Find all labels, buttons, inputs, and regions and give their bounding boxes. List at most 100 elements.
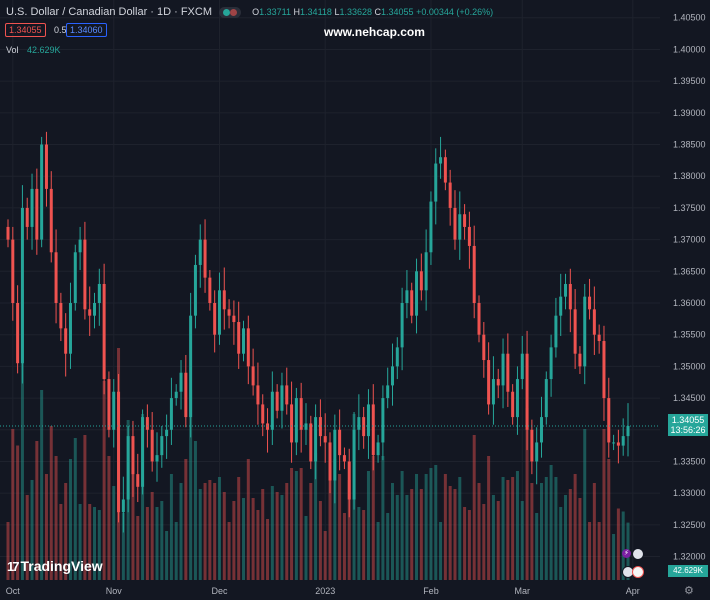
change-readout: +0.00344 (+0.26%) <box>416 7 494 17</box>
candle-body <box>131 436 135 475</box>
candle-body <box>141 417 145 487</box>
volume-bar <box>280 495 284 580</box>
candle-body <box>294 398 298 443</box>
volume-bar <box>121 513 125 580</box>
price-tick-label: 1.35500 <box>673 330 706 340</box>
volume-bar <box>419 489 423 580</box>
candle-body <box>535 442 539 462</box>
candle-body <box>506 353 510 392</box>
volume-bar <box>285 483 289 580</box>
candle-body <box>299 398 303 430</box>
price-tick-label: 1.36000 <box>673 298 706 308</box>
volume-bar <box>539 483 543 580</box>
price-axis[interactable]: 1.40500 1.40000 1.39500 1.39000 1.38500 1.380… <box>673 13 706 562</box>
bid-price-button[interactable]: 1.34055 <box>5 23 46 37</box>
volume-bar <box>251 498 255 580</box>
price-tick-label: 1.39000 <box>673 108 706 118</box>
candle-body <box>30 188 34 227</box>
candle-body <box>544 379 548 418</box>
volume-bar <box>35 441 39 580</box>
price-tick-label: 1.33000 <box>673 488 706 498</box>
volume-bar <box>347 480 351 580</box>
volume-bar <box>405 495 409 580</box>
candle-body <box>371 404 375 456</box>
candle-body <box>11 239 15 303</box>
candles <box>6 131 630 533</box>
volume-bar <box>386 513 390 580</box>
candle-body <box>44 144 48 189</box>
spread-value: 0.5 <box>54 25 67 35</box>
symbol-title[interactable]: U.S. Dollar / Canadian Dollar · 1D · FXC… <box>6 6 213 18</box>
volume-bar <box>544 477 548 580</box>
volume-bar <box>266 519 270 580</box>
candle-body <box>578 353 582 367</box>
volume-bar <box>621 511 625 580</box>
ca-flag-icon[interactable] <box>632 566 644 578</box>
volume-bar <box>472 435 476 580</box>
candle-body <box>621 436 625 446</box>
volume-bar <box>616 508 620 580</box>
candle-body <box>198 239 202 265</box>
candle-body <box>246 328 250 367</box>
volume-bar <box>318 501 322 580</box>
candle-body <box>597 334 601 342</box>
volume-bar <box>568 489 572 580</box>
candle-body <box>588 296 592 310</box>
volume-bar <box>304 516 308 580</box>
volume-bar <box>40 390 44 580</box>
price-tick-label: 1.32500 <box>673 520 706 530</box>
volume-bar <box>338 474 342 580</box>
candle-body <box>78 239 82 253</box>
candle-body <box>602 341 606 399</box>
candle-body <box>314 417 318 462</box>
candle-body <box>400 302 404 348</box>
candle-body <box>491 379 495 405</box>
time-tick-label: Apr <box>626 586 640 596</box>
ask-price-button[interactable]: 1.34060 <box>66 23 107 37</box>
candle-body <box>559 296 563 316</box>
candle-body <box>97 283 101 303</box>
volume-bar <box>189 390 193 580</box>
volume-bar <box>323 531 327 580</box>
last-price-value: 1.34055 <box>671 415 705 425</box>
candle-body <box>68 302 72 354</box>
volume-bar <box>342 513 346 580</box>
market-status-badge[interactable] <box>219 6 242 18</box>
price-tick-label: 1.40500 <box>673 13 706 23</box>
time-axis[interactable]: OctNovDec2023FebMarAprMay22 <box>6 586 710 596</box>
tradingview-logo[interactable]: 17 TradingView <box>7 558 103 574</box>
time-tick-label: 2023 <box>315 586 335 596</box>
volume-bar <box>467 510 471 580</box>
gear-icon[interactable]: ⚙ <box>684 585 694 597</box>
candle-body <box>511 391 515 418</box>
volume-bar <box>362 510 366 580</box>
volume-bar <box>491 495 495 580</box>
volume-bar <box>83 435 87 580</box>
volume-bar <box>49 426 53 580</box>
volume-bar <box>25 495 29 580</box>
volume-bar <box>20 289 24 580</box>
time-tick-label: Nov <box>106 586 123 596</box>
candle-body <box>93 302 97 316</box>
volume-bar <box>415 474 419 580</box>
event-bolt-icon[interactable]: ⚡ <box>622 549 631 558</box>
price-tick-label: 1.36500 <box>673 266 706 276</box>
candle-body <box>155 455 159 462</box>
candle-body <box>458 214 462 240</box>
candle-body <box>333 429 337 481</box>
candle-body <box>419 271 423 291</box>
volume-bar <box>597 522 601 580</box>
volume-bar <box>290 468 294 580</box>
candle-body <box>352 429 356 500</box>
candle-body <box>251 366 255 386</box>
candle-body <box>117 391 121 513</box>
candle-body <box>472 245 476 303</box>
volume-bar <box>477 483 481 580</box>
price-tick-label: 1.34500 <box>673 393 706 403</box>
candle-body <box>376 442 380 456</box>
volume-bar <box>443 474 447 580</box>
us-flag-icon[interactable] <box>632 548 644 560</box>
candle-body <box>227 309 231 316</box>
volume-bar <box>602 429 606 580</box>
